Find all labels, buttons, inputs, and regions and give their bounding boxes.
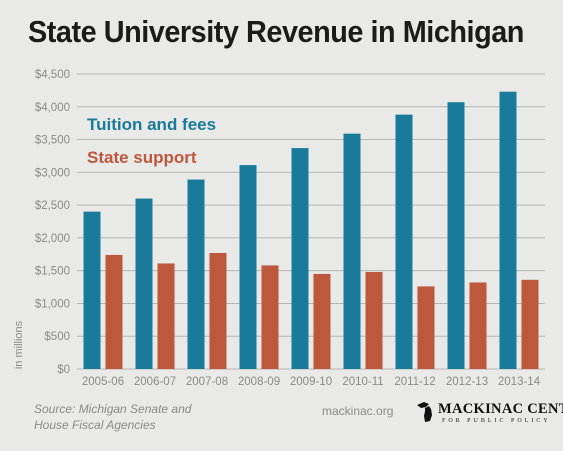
x-tick-label: 2013-14 [498,376,541,388]
x-tick-label: 2011-12 [394,376,435,388]
x-tick-label: 2012-13 [446,376,488,388]
logo-subtitle: FOR PUBLIC POLICY [442,418,551,424]
legend-state-support: State support [87,148,197,167]
x-tick-label: 2007-08 [186,376,228,388]
grid-lines [77,73,545,370]
legend: Tuition and fees State support [87,115,216,167]
y-axis-label: in millions [13,320,25,369]
state-support-bar [261,265,279,369]
x-tick-label: 2008-09 [238,376,280,388]
y-tick-label: $500 [44,331,70,343]
bars [83,91,539,370]
y-tick-labels: $0 $500 $1,000 $1,500 $2,000 $2,500 $3,000 $3,5… [35,69,70,376]
tuition-bar [291,148,309,369]
tuition-bar [447,102,465,369]
state-support-bar [105,254,123,369]
y-tick-label: $3,000 [35,167,70,179]
state-support-bar [417,286,435,369]
y-tick-label: $1,500 [35,266,70,278]
y-tick-label: $1,000 [35,298,70,310]
source-line-2: House Fiscal Agencies [34,418,156,432]
y-tick-label: $2,500 [35,200,70,212]
state-support-bar [365,271,383,369]
state-support-bar [209,252,227,369]
x-tick-labels: 2005-06 2006-07 2007-08 2008-09 2009-10 2010-… [82,376,541,388]
y-tick-label: $2,000 [35,233,70,245]
logo-name: MACKINAC CENTER [438,401,563,417]
tuition-bar [239,165,257,369]
state-support-bar [521,279,539,369]
x-tick-label: 2005-06 [82,376,124,388]
michigan-map-icon [417,402,432,422]
mackinac-center-logo: MACKINAC CENTER FOR PUBLIC POLICY [415,399,563,429]
tuition-bar [343,133,361,369]
tuition-bar [395,114,413,370]
x-tick-label: 2006-07 [134,376,176,388]
state-support-bar [313,273,331,369]
tuition-bar [187,179,205,369]
source-note: Source: Michigan Senate and House Fiscal… [34,401,191,433]
tuition-bar [499,91,517,369]
website-link[interactable]: mackinac.org [322,404,394,418]
y-tick-label: $3,500 [35,135,70,147]
y-tick-label: $4,000 [35,102,70,114]
y-tick-label: $4,500 [35,69,70,81]
y-tick-label: $0 [57,364,70,376]
x-tick-label: 2010-11 [342,376,383,388]
state-support-bar [469,282,487,369]
x-tick-label: 2009-10 [290,376,332,388]
source-line-1: Source: Michigan Senate and [34,402,192,416]
state-support-bar [157,263,175,369]
chart-title: State University Revenue in Michigan [28,14,524,49]
tuition-bar [135,198,153,369]
legend-tuition: Tuition and fees [87,115,216,134]
tuition-bar [83,211,101,369]
